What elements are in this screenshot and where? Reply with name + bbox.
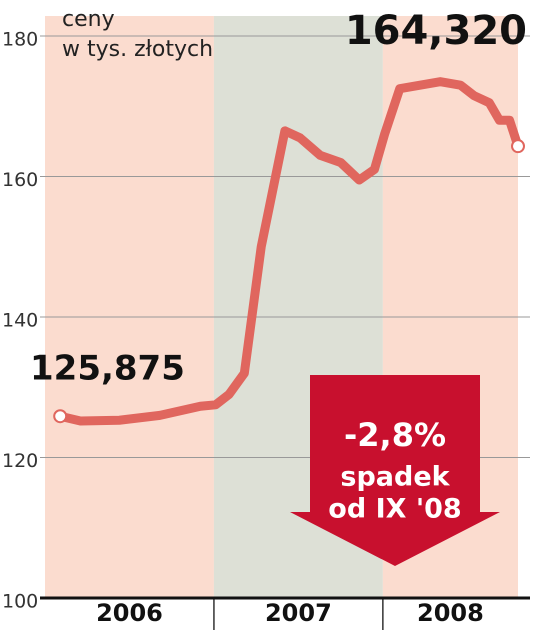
- end-point: [511, 139, 525, 154]
- line: [55, 77, 523, 426]
- annotation-change: -2,8%: [344, 416, 446, 454]
- value-label: 125,875: [30, 349, 185, 389]
- arrow: [290, 375, 500, 566]
- annotation-text: spadek: [340, 462, 450, 493]
- y-tick-label: 100: [2, 591, 38, 613]
- y-axis-label: ceny: [62, 7, 115, 32]
- x-band-label: 2006: [96, 599, 163, 627]
- x-band-label: 2007: [265, 599, 332, 627]
- band: [45, 16, 214, 598]
- y-tick-label: 160: [2, 169, 38, 191]
- bands: [45, 16, 518, 598]
- y-tick-label: 180: [2, 29, 38, 51]
- y-tick-label: 120: [2, 450, 38, 472]
- end-point: [53, 409, 68, 424]
- value-label: 164,320: [345, 8, 527, 54]
- y-axis-label: w tys. złotych: [62, 37, 213, 62]
- annotation-text: od IX '08: [328, 494, 461, 525]
- x-band-label: 2008: [417, 599, 484, 627]
- y-tick-label: 140: [2, 310, 38, 332]
